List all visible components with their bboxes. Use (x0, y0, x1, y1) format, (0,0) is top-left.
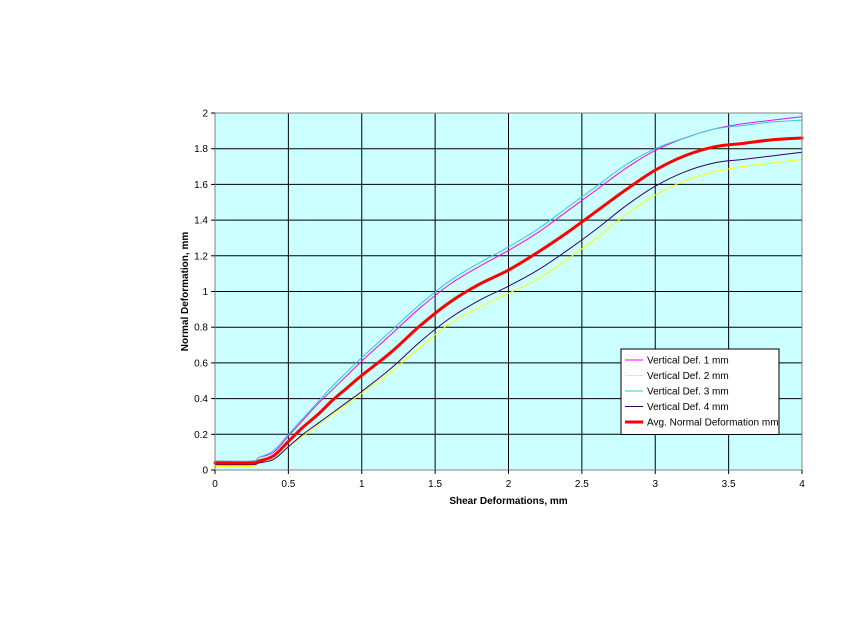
x-tick-label: 4 (799, 479, 805, 490)
x-tick-label: 0 (212, 479, 218, 490)
legend-label: Vertical Def. 4 mm (647, 402, 729, 413)
series-line-5 (213, 136, 804, 465)
x-tick-label: 1.5 (428, 479, 442, 490)
legend-label: Vertical Def. 2 mm (647, 371, 729, 382)
x-tick-label: 2 (506, 479, 512, 490)
y-tick-label: 0.8 (194, 323, 208, 334)
y-tick-label: 0.4 (194, 394, 208, 405)
y-tick-label: 1.4 (194, 216, 208, 227)
y-tick-label: 0.2 (194, 430, 208, 441)
series-layer (213, 116, 804, 468)
legend-label: Vertical Def. 3 mm (647, 387, 729, 398)
legend-box (620, 348, 780, 435)
x-axis-title: Shear Deformations, mm (449, 496, 567, 507)
x-tick-label: 1 (359, 479, 365, 490)
y-axis-ticks: 0 0.2 0.4 0.6 0.8 1 1.2 1.4 1.6 1.8 2 (194, 109, 215, 477)
y-tick-label: 0 (202, 466, 208, 477)
legend-label: Avg. Normal Deformation mm (647, 418, 779, 429)
x-tick-label: 3 (652, 479, 658, 490)
y-axis-title: Normal Deformation, mm (180, 232, 191, 352)
x-tick-label: 0.5 (281, 479, 295, 490)
x-axis-ticks: 0 0.5 1 1.5 2 2.5 3 3.5 4 (212, 470, 805, 490)
y-tick-label: 0.6 (194, 358, 208, 369)
legend-label: Vertical Def. 1 mm (647, 356, 729, 367)
x-tick-label: 3.5 (722, 479, 736, 490)
x-tick-label: 2.5 (575, 479, 589, 490)
legend: Vertical Def. 1 mm Vertical Def. 2 mm Vert… (620, 348, 780, 435)
y-tick-label: 1.6 (194, 180, 208, 191)
y-tick-label: 2 (202, 109, 208, 120)
series-line-4 (214, 151, 803, 466)
y-tick-label: 1.8 (194, 144, 208, 155)
y-tick-label: 1 (202, 287, 208, 298)
y-tick-label: 1.2 (194, 251, 208, 262)
series-line-3 (214, 119, 803, 462)
